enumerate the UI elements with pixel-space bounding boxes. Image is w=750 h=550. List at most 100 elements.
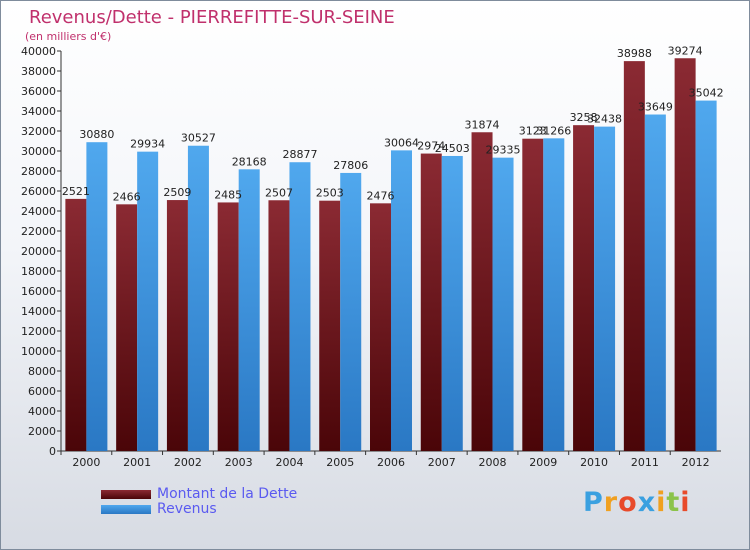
logo-letter: P: [583, 487, 604, 518]
y-tick-label: 30000: [21, 145, 56, 158]
y-tick-label: 28000: [21, 165, 56, 178]
revenue-bar: [187, 145, 209, 452]
revenue-bar: [492, 157, 514, 451]
y-tick-label: 4000: [28, 405, 56, 418]
revenue-bar: [543, 138, 565, 451]
y-tick-label: 18000: [21, 265, 56, 278]
y-tick-label: 2000: [28, 425, 56, 438]
revenue-data-label: 28168: [232, 155, 267, 168]
revenue-data-label: 31266: [536, 124, 571, 137]
revenue-data-label: 27806: [333, 159, 368, 172]
y-tick-label: 32000: [21, 125, 56, 138]
x-tick-label: 2004: [275, 456, 303, 469]
logo-letter: t: [666, 487, 681, 518]
debt-data-label: 39274: [668, 44, 703, 57]
revenue-data-label: 24503: [435, 142, 470, 155]
revenue-data-label: 29934: [130, 138, 165, 151]
debt-data-label: 2466: [113, 190, 141, 203]
y-tick-label: 0: [49, 445, 56, 458]
legend-swatch-debt: [101, 490, 151, 499]
debt-data-label: 38988: [617, 47, 652, 60]
chart-subtitle: (en milliers d'€): [25, 30, 112, 43]
revenue-bar: [289, 162, 311, 452]
debt-data-label: 2476: [367, 189, 395, 202]
revenue-data-label: 32438: [587, 113, 622, 126]
y-tick-label: 38000: [21, 65, 56, 78]
debt-bar: [116, 204, 138, 451]
x-tick-label: 2008: [479, 456, 507, 469]
y-tick-label: 22000: [21, 225, 56, 238]
revenue-data-label: 29335: [486, 144, 521, 157]
revenue-bar: [695, 100, 717, 451]
x-tick-label: 2003: [225, 456, 253, 469]
revenue-bar: [238, 169, 260, 451]
y-tick-label: 14000: [21, 305, 56, 318]
debt-bar: [623, 61, 645, 452]
revenue-data-label: 30880: [79, 128, 114, 141]
revenue-bar: [86, 142, 108, 451]
debt-data-label: 2974: [417, 140, 445, 153]
debt-data-label: 3258: [570, 111, 598, 124]
debt-data-label: 31874: [465, 118, 500, 131]
debt-bar: [65, 198, 87, 451]
legend-label-debt: Montant de la Dette: [157, 486, 298, 502]
x-tick-label: 2010: [580, 456, 608, 469]
x-tick-label: 2011: [631, 456, 659, 469]
logo-letter: i: [680, 487, 691, 518]
revenue-data-label: 30064: [384, 136, 419, 149]
data-labels: 2521 30880 2466 29934 2509 30527 2485 28168 2507…: [62, 44, 724, 203]
y-tick-label: 6000: [28, 385, 56, 398]
y-tick-label: 40000: [21, 45, 56, 58]
revenue-data-label: 30527: [181, 132, 216, 145]
debt-bar: [471, 132, 493, 451]
y-tick-label: 10000: [21, 345, 56, 358]
revenue-bar: [340, 172, 362, 451]
y-tick-label: 8000: [28, 365, 56, 378]
x-tick-label: 2001: [123, 456, 151, 469]
y-tick-label: 20000: [21, 245, 56, 258]
debt-bar: [268, 200, 290, 451]
debt-bar: [674, 58, 696, 451]
x-tick-label: 2006: [377, 456, 405, 469]
revenue-data-label: 28877: [282, 148, 317, 161]
legend-label-revenue: Revenus: [157, 501, 217, 517]
x-tick-label: 2000: [72, 456, 100, 469]
x-tick-label: 2012: [682, 456, 710, 469]
debt-data-label: 3123: [519, 125, 547, 138]
debt-data-label: 2509: [163, 186, 191, 199]
y-tick-label: 34000: [21, 105, 56, 118]
debt-bar: [370, 203, 391, 451]
logo-letter: x: [637, 487, 657, 518]
debt-bar: [217, 202, 239, 451]
revenue-bar: [441, 155, 463, 451]
revenue-bar: [594, 126, 616, 452]
y-tick-label: 36000: [21, 85, 56, 98]
logo-letter: r: [603, 487, 619, 518]
logo-letter: o: [618, 487, 638, 518]
revenue-bar: [137, 151, 159, 451]
debt-bar: [573, 125, 595, 452]
proxiti-logo: Proxiti: [583, 487, 691, 518]
debt-bar: [319, 200, 341, 451]
debt-data-label: 2507: [265, 186, 293, 199]
bar-chart: 0 2000 4000 6000 8000 10000 12000 14000 16000 180…: [21, 44, 724, 469]
revenue-bar: [391, 150, 412, 452]
bars: [65, 58, 717, 452]
x-tick-label: 2007: [428, 456, 456, 469]
y-tick-label: 16000: [21, 285, 56, 298]
y-tick-label: 12000: [21, 325, 56, 338]
debt-bar: [420, 153, 442, 451]
x-tick-label: 2002: [174, 456, 202, 469]
revenue-data-label: 33649: [638, 101, 673, 114]
debt-bar: [522, 138, 544, 451]
y-tick-label: 24000: [21, 205, 56, 218]
debt-data-label: 2485: [214, 188, 242, 201]
debt-data-label: 2503: [316, 187, 344, 200]
debt-bar: [166, 200, 188, 451]
x-tick-label: 2009: [529, 456, 557, 469]
legend-swatch-revenue: [101, 505, 151, 514]
debt-data-label: 2521: [62, 185, 90, 198]
revenue-data-label: 35042: [689, 87, 724, 100]
chart-title: Revenus/Dette - PIERREFITTE-SUR-SEINE: [29, 7, 395, 28]
